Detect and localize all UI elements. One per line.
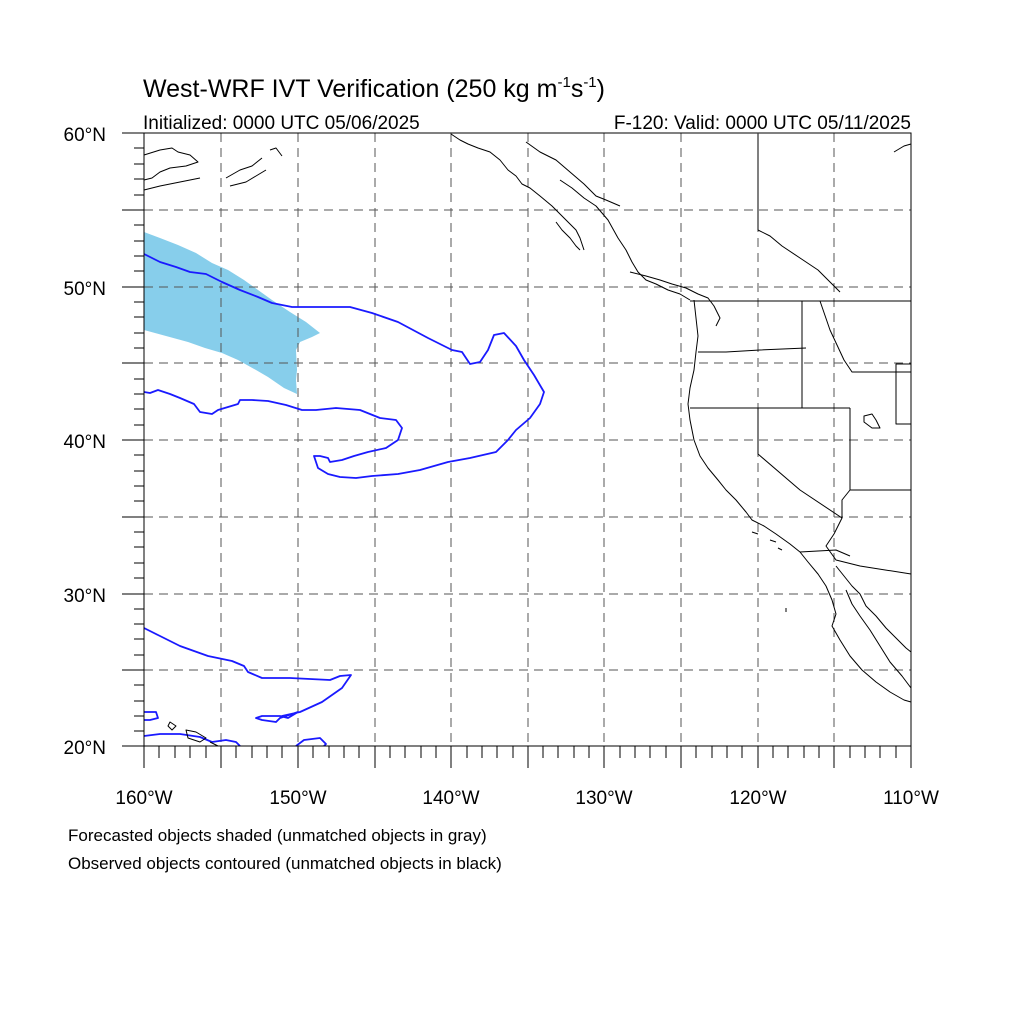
y-major-ticks (122, 132, 144, 747)
lat-label-30: 30°N (64, 586, 106, 607)
init-time-label: Initialized: 0000 UTC 05/06/2025 (143, 113, 420, 134)
gulf-alaska-coast (450, 133, 585, 251)
y-minor-ticks (134, 147, 144, 732)
longitude-labels: 160°W 150°W 140°W 130°W 120°W 110°W (115, 788, 939, 809)
hawaii-islands (167, 721, 219, 747)
legend-observed-note: Observed objects contoured (unmatched ob… (68, 854, 502, 873)
lat-label-40: 40°N (64, 432, 106, 453)
baja-coast (835, 565, 912, 653)
lon-label-120w: 120°W (729, 788, 786, 809)
observed-contour-main (143, 253, 545, 479)
bc-islands (555, 221, 721, 327)
lon-label-150w: 150°W (269, 788, 326, 809)
alaska-islands (143, 147, 283, 191)
lon-label-110w: 110°W (883, 788, 939, 809)
hudson-coast-ne (893, 143, 912, 153)
or-south-border (690, 407, 851, 490)
az-border (825, 517, 912, 575)
observed-ivt-contours (143, 253, 545, 747)
alaska-coast (143, 147, 199, 181)
great-salt-lake (863, 413, 881, 429)
coastlines-borders (143, 133, 912, 747)
inland-border-bc (525, 141, 621, 207)
x-minor-ticks (158, 746, 897, 758)
x-major-ticks (143, 746, 912, 768)
channel-islands (751, 531, 783, 551)
lat-lon-grid (144, 133, 911, 746)
wa-or-border (698, 347, 807, 353)
map-title: West-WRF IVT Verification (250 kg m-1s-1… (143, 74, 605, 103)
observed-contour-edge (144, 711, 159, 721)
observed-contour-south-small (295, 737, 327, 747)
bc-coast (559, 179, 691, 301)
latitude-labels: 60°N 50°N 40°N 30°N 20°N (64, 125, 106, 759)
lon-label-130w: 130°W (575, 788, 632, 809)
map-plot-area (122, 132, 912, 768)
gulf-california (845, 589, 912, 689)
plot-frame (143, 132, 912, 747)
canada-interior (757, 134, 841, 293)
lat-label-60: 60°N (64, 125, 106, 146)
axis-ticks (122, 132, 912, 768)
us-west-coast (687, 299, 912, 703)
valid-time-label: F-120: Valid: 0000 UTC 05/11/2025 (614, 113, 911, 134)
observed-contour-south (143, 627, 352, 723)
lon-label-160w: 160°W (115, 788, 172, 809)
mexico-border (799, 549, 851, 557)
lon-label-140w: 140°W (422, 788, 479, 809)
lat-label-20: 20°N (64, 738, 106, 759)
lat-label-50: 50°N (64, 279, 106, 300)
observed-contour-south-lower (143, 733, 241, 747)
legend-forecast-note: Forecasted objects shaded (unmatched obj… (68, 826, 487, 845)
forecast-ivt-object (144, 232, 320, 394)
